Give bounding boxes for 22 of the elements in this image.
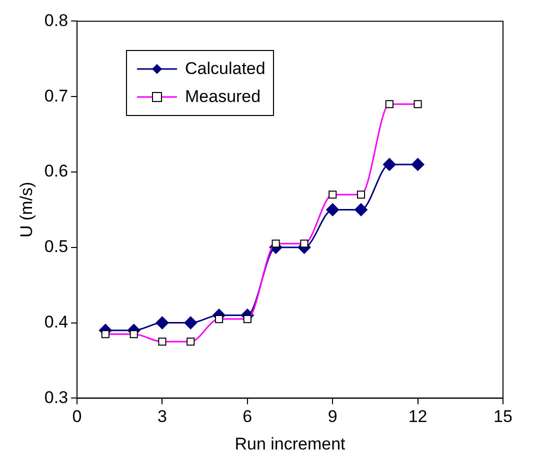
legend-label: Measured — [185, 86, 261, 108]
y-tick-label: 0.5 — [44, 237, 68, 256]
x-tick-label: 3 — [157, 407, 167, 426]
x-tick-label: 12 — [408, 407, 428, 426]
point — [156, 316, 169, 330]
legend-label: Calculated — [185, 58, 266, 80]
y-tick-label: 0.6 — [44, 162, 68, 181]
point — [326, 203, 340, 216]
x-tick-label: 0 — [72, 407, 82, 426]
y-tick-label: 0.3 — [44, 388, 68, 407]
x-tick-label: 9 — [328, 407, 338, 426]
point — [354, 203, 368, 216]
y-axis-title: U (m/s) — [16, 182, 36, 238]
point — [411, 158, 424, 171]
x-axis-title: Run increment — [234, 434, 346, 454]
y-tick-label: 0.4 — [44, 312, 68, 332]
x-tick-label: 15 — [494, 407, 512, 426]
point — [184, 316, 198, 330]
point — [382, 158, 396, 171]
x-tick-label: 6 — [242, 407, 252, 426]
y-tick-label: 0.8 — [44, 10, 68, 30]
y-tick-label: 0.7 — [44, 86, 68, 106]
